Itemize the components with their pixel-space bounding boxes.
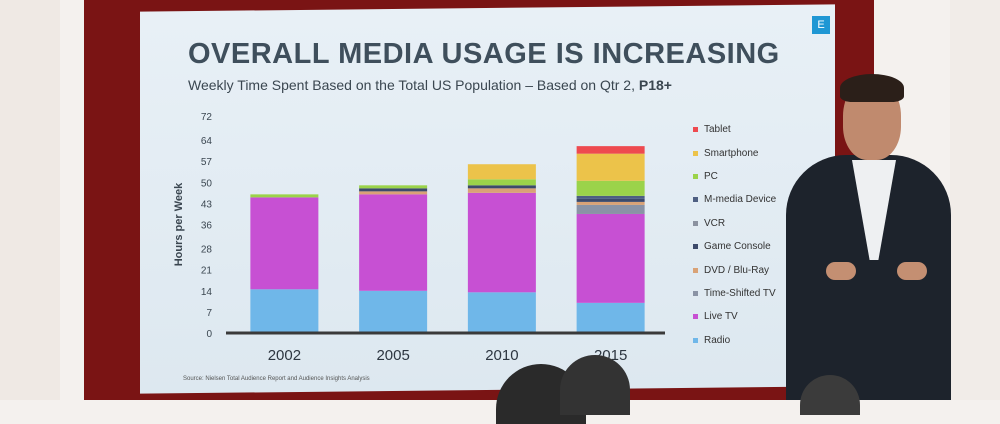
legend-item: DVD / Blu-Ray	[693, 258, 803, 281]
y-tick-label: 50	[201, 178, 213, 189]
bar-segment	[359, 194, 428, 291]
legend-label: Game Console	[704, 241, 771, 253]
legend-item: PC	[693, 165, 803, 188]
bar-segment	[467, 185, 536, 189]
legend-item: M-media Device	[693, 188, 803, 211]
legend-swatch	[693, 244, 698, 250]
legend-swatch	[693, 173, 698, 179]
legend-label: Smartphone	[704, 147, 759, 159]
legend-item: Radio	[693, 329, 803, 352]
bar-segment	[467, 188, 536, 193]
subtitle-bold: P18+	[638, 77, 672, 93]
legend-label: VCR	[704, 217, 726, 229]
legend-label: M-media Device	[704, 194, 777, 206]
bar-segment	[250, 194, 319, 198]
bar-segment	[250, 289, 319, 333]
stacked-bar-chart: Hours per Week 0 7 14 21 28 36 43 50 57 64 72 2002 20…	[173, 112, 665, 364]
bar-segment	[467, 292, 536, 333]
y-tick-label: 43	[201, 199, 213, 210]
bar-segment	[359, 191, 428, 195]
legend-swatch	[693, 267, 698, 273]
y-axis-label: Hours per Week	[173, 182, 185, 266]
x-tick-label: 2010	[485, 347, 518, 364]
legend-label: Tablet	[704, 124, 731, 136]
y-tick-label: 57	[201, 157, 213, 168]
y-tick-label: 72	[201, 112, 213, 123]
bar-segment	[576, 180, 645, 196]
y-tick-label: 21	[201, 266, 213, 277]
bar-segment	[576, 201, 645, 205]
legend-item: Tablet	[693, 118, 803, 141]
bar-segment	[576, 198, 645, 202]
bar-segment	[467, 192, 536, 293]
bar-segment	[576, 146, 645, 154]
bar-segment	[250, 197, 319, 290]
x-tick-label: 2005	[376, 347, 409, 364]
wall-left	[0, 0, 60, 400]
legend-label: DVD / Blu-Ray	[704, 264, 770, 276]
bar-segment	[576, 302, 645, 333]
slide-badge: E	[812, 16, 830, 34]
slide-title: OVERALL MEDIA USAGE IS INCREASING	[188, 38, 780, 70]
chart-legend: Tablet Smartphone PC M-media Device VCR Game …	[693, 118, 803, 352]
wall-right	[950, 0, 1000, 400]
bar-segment	[359, 185, 428, 189]
bar-segment	[576, 195, 645, 199]
legend-swatch	[693, 197, 698, 203]
bar-segment	[359, 188, 428, 192]
bar-segment	[576, 153, 645, 181]
bar-segment	[576, 213, 645, 303]
x-tick-label: 2002	[268, 347, 301, 364]
bar-segment	[467, 164, 536, 180]
legend-swatch	[693, 150, 698, 156]
y-tick-label: 0	[206, 329, 212, 340]
bar-segment	[576, 204, 645, 214]
legend-label: PC	[704, 170, 718, 182]
legend-item: Game Console	[693, 235, 803, 258]
legend-label: Live TV	[704, 311, 738, 323]
speaker-right-hand	[897, 262, 927, 280]
y-tick-label: 36	[201, 221, 213, 232]
y-tick-label: 64	[201, 136, 213, 147]
legend-label: Time-Shifted TV	[704, 287, 776, 299]
bar-segment	[359, 290, 428, 333]
legend-item: Smartphone	[693, 141, 803, 164]
legend-swatch	[693, 220, 698, 226]
y-tick-label: 7	[206, 308, 212, 319]
legend-label: Radio	[704, 334, 731, 346]
legend-swatch	[693, 290, 698, 296]
bar-segment	[467, 179, 536, 186]
legend-item: Live TV	[693, 305, 803, 328]
legend-item: Time-Shifted TV	[693, 282, 803, 305]
legend-item: VCR	[693, 212, 803, 235]
y-tick-label: 14	[201, 287, 213, 298]
source-note: Source: Nielsen Total Audience Report an…	[183, 376, 370, 382]
subtitle-main: Weekly Time Spent Based on the Total US …	[188, 77, 639, 93]
slide-subtitle: Weekly Time Spent Based on the Total US …	[188, 77, 808, 93]
speaker-left-hand	[826, 262, 856, 280]
speaker-hair	[840, 74, 904, 102]
y-tick-label: 28	[201, 245, 213, 256]
legend-swatch	[693, 127, 698, 133]
legend-swatch	[693, 337, 698, 343]
legend-swatch	[693, 314, 698, 320]
